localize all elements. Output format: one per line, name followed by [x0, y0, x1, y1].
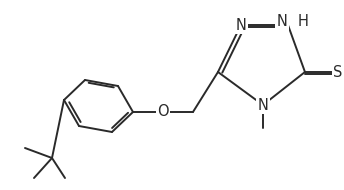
Text: H: H	[298, 14, 309, 29]
Text: N: N	[236, 17, 246, 32]
Text: O: O	[157, 105, 169, 120]
Text: S: S	[333, 64, 343, 79]
Text: N: N	[277, 14, 287, 29]
Text: N: N	[258, 97, 268, 112]
